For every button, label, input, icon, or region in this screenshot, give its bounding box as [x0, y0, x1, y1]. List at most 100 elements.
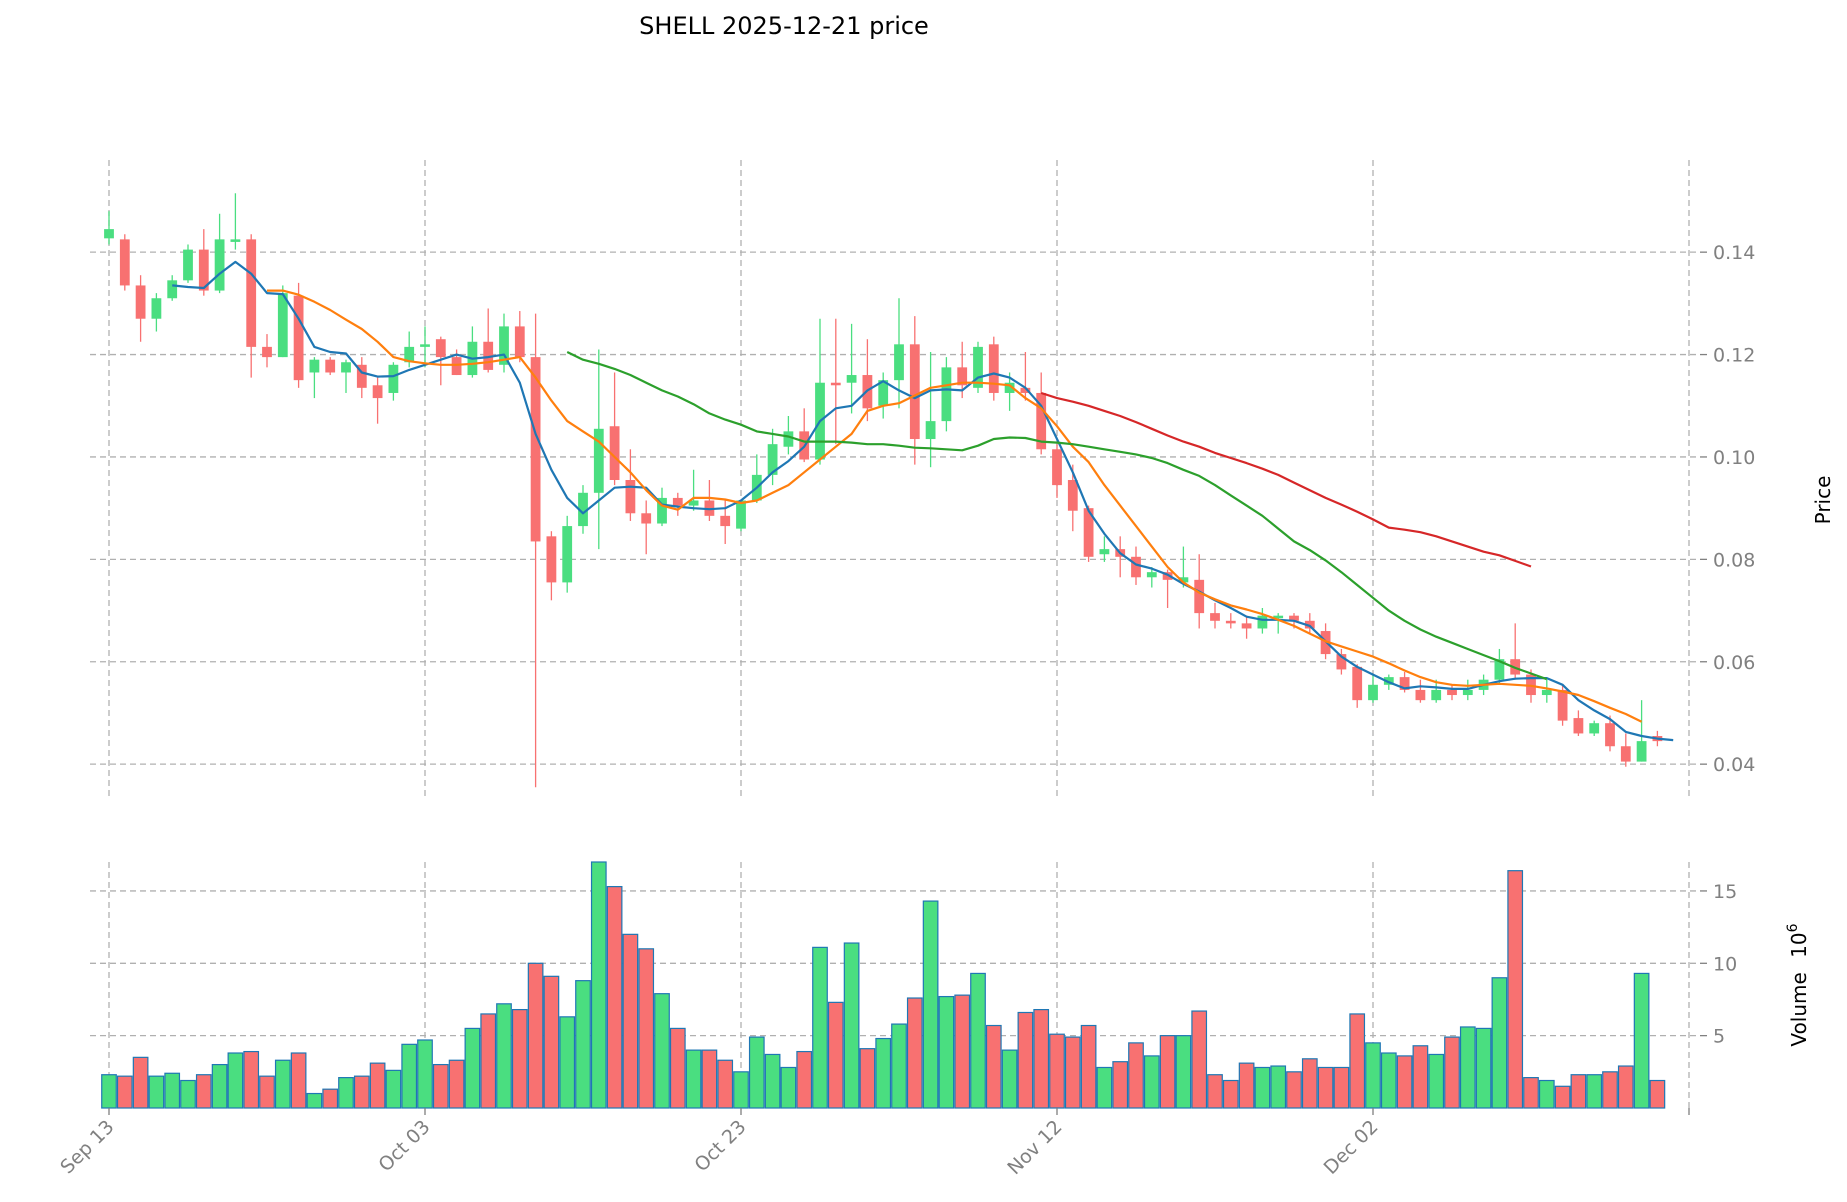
volume-bar — [970, 972, 986, 1109]
volume-bar — [432, 1063, 449, 1109]
volume-bar — [559, 1016, 576, 1109]
candle-body — [1462, 689, 1473, 696]
candle — [909, 316, 920, 465]
candle-body — [119, 239, 130, 286]
candle-body — [388, 364, 399, 393]
volume-bar — [1064, 1036, 1081, 1109]
moving-average-ma7 — [172, 260, 1674, 742]
candle-body — [198, 249, 209, 291]
volume-bar — [1049, 1033, 1065, 1109]
candle — [672, 492, 683, 516]
volume-bar — [1523, 1077, 1539, 1109]
x-tick-label: Nov 12 — [1003, 1116, 1066, 1179]
volume-bar — [606, 885, 623, 1109]
candle-body — [1257, 615, 1268, 629]
candle — [499, 313, 509, 373]
volume-bar — [527, 962, 544, 1109]
volume-bar — [938, 995, 955, 1109]
candle — [815, 318, 825, 465]
candle-body — [625, 480, 636, 514]
volume-bar — [543, 975, 560, 1109]
candle-body — [830, 382, 841, 386]
moving-average-lines — [172, 260, 1674, 742]
candle-body — [973, 346, 983, 388]
volume-bar — [274, 1059, 291, 1109]
candle-body — [1557, 689, 1568, 721]
volume-bar — [1001, 1049, 1018, 1109]
candle — [1431, 679, 1442, 703]
volume-tick-label: 5 — [1713, 1026, 1725, 1048]
candle — [562, 515, 573, 593]
volume-bar — [1017, 1011, 1034, 1109]
volume-bar — [338, 1077, 354, 1109]
volume-bar — [1586, 1074, 1603, 1109]
candle — [356, 357, 367, 399]
price-tick-label: 0.08 — [1713, 549, 1755, 571]
candle-body — [1162, 572, 1173, 580]
volume-bar — [1365, 1042, 1381, 1109]
volume-bar — [511, 1008, 528, 1109]
candle — [1083, 505, 1094, 562]
volume-bar — [1538, 1079, 1555, 1109]
candle-body — [420, 344, 430, 347]
candle — [1605, 715, 1615, 752]
candle-body — [609, 426, 620, 480]
candle-body — [530, 357, 541, 542]
candle — [1636, 700, 1647, 762]
candle — [704, 480, 715, 521]
volume-bar — [1033, 1008, 1050, 1109]
candle-body — [941, 367, 952, 422]
candle-body — [1620, 746, 1631, 762]
candle — [183, 244, 193, 283]
candle-body — [1415, 689, 1426, 701]
volume-bar — [954, 994, 971, 1109]
candle — [1162, 569, 1173, 608]
volume-bar — [590, 861, 607, 1109]
volume-bar — [1207, 1074, 1223, 1109]
x-axis: Sep 13 Oct 03 Oct 23 Nov 12 Dec 02 — [56, 1108, 1690, 1179]
volume-bar — [259, 1075, 275, 1109]
volume-bar — [1475, 1027, 1492, 1109]
candle-body — [1099, 549, 1110, 555]
candle-body — [404, 346, 415, 363]
candle — [530, 313, 541, 788]
volume-bar — [827, 1001, 844, 1109]
candle-body — [1052, 449, 1062, 486]
candle — [277, 285, 288, 358]
candle — [119, 234, 130, 291]
volume-bar — [622, 933, 639, 1109]
volume-bar — [1301, 1058, 1318, 1109]
candle — [546, 531, 557, 601]
candle-body — [514, 326, 525, 358]
volume-bar — [148, 1075, 165, 1109]
volume-bar — [290, 1052, 307, 1109]
candle-body — [1004, 382, 1015, 393]
candle-body — [151, 298, 162, 319]
volume-bar — [1570, 1074, 1587, 1109]
candle-body — [1494, 659, 1505, 680]
volume-bar — [1396, 1055, 1413, 1109]
candle-body — [1636, 741, 1647, 762]
candle-body — [641, 513, 652, 524]
candle-body — [1383, 677, 1394, 685]
candle — [925, 352, 936, 468]
candle-body — [578, 492, 588, 527]
volume-bar — [575, 980, 591, 1109]
candle — [1510, 623, 1521, 680]
volume-bar — [1602, 1071, 1618, 1109]
x-tick-label: Oct 23 — [690, 1116, 750, 1176]
candle-body — [1336, 654, 1347, 670]
candle-body — [988, 344, 999, 393]
candle — [1131, 546, 1141, 585]
candle — [135, 275, 146, 342]
candle — [751, 454, 762, 504]
candle — [1304, 613, 1315, 634]
candle — [1336, 648, 1347, 675]
candle-body — [1431, 689, 1442, 701]
volume-tick-label: 15 — [1713, 881, 1737, 903]
volume-bar — [1649, 1079, 1666, 1109]
candle-body — [230, 239, 241, 242]
volume-bars — [101, 861, 1666, 1109]
candle-body — [1304, 620, 1315, 629]
